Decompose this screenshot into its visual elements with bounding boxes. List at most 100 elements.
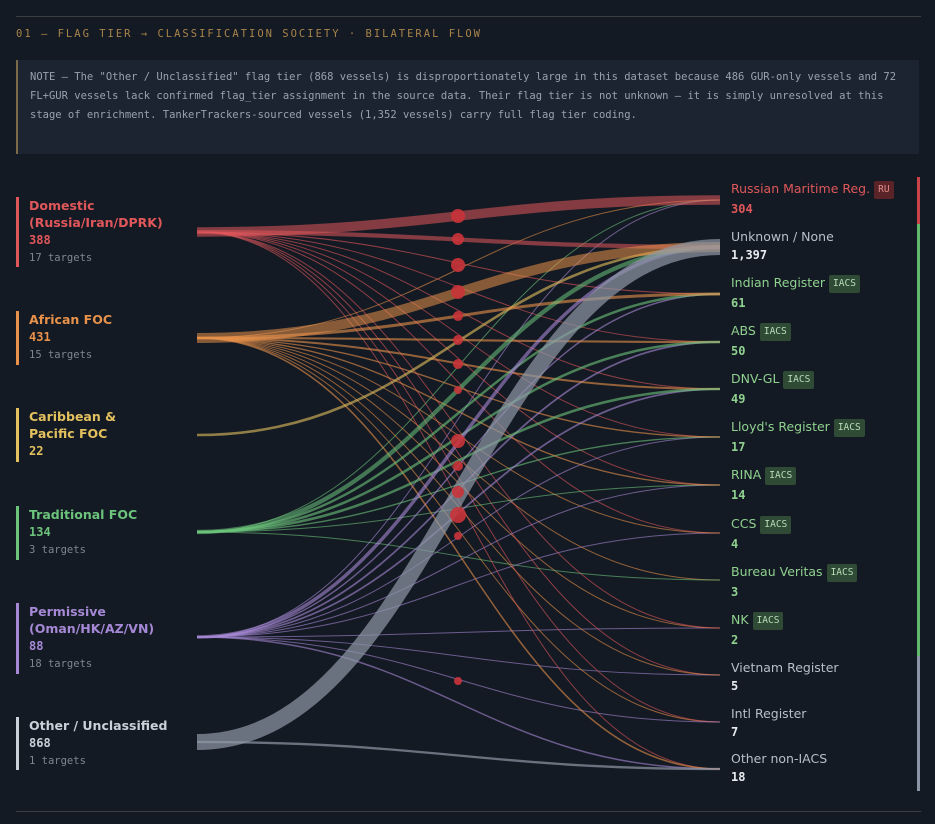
flow-link[interactable] [196,231,721,723]
target-node[interactable]: Vietnam Register 5 [731,660,839,694]
target-name: Vietnam Register [731,660,839,675]
target-name: Russian Maritime Reg. RU [731,181,894,199]
target-node[interactable]: ABS IACS 50 [731,323,791,359]
flow-link[interactable] [196,740,721,771]
ru-badge: RU [874,181,894,199]
flow-link[interactable] [196,636,721,676]
target-value: 2 [731,633,739,647]
source-value: 868 [29,736,51,750]
target-node[interactable]: Indian Register IACS 61 [731,275,860,311]
target-name: Indian Register IACS [731,275,860,293]
flow-link[interactable] [196,231,721,486]
iacs-badge: IACS [760,516,792,534]
flow-link[interactable] [196,231,721,390]
flow-link[interactable] [196,627,721,638]
target-value: 3 [731,585,739,599]
target-node[interactable]: DNV-GL IACS 49 [731,371,815,407]
flow-link[interactable] [196,337,721,581]
iacs-badge: IACS [833,419,865,437]
bilateral-marker [450,507,466,523]
flow-link[interactable] [196,337,721,723]
source-node[interactable]: Caribbean & Pacific FOC 22 [16,408,159,462]
target-node[interactable]: Bureau Veritas IACS 3 [731,564,858,600]
bilateral-marker [453,461,463,471]
source-name: Permissive (Oman/HK/AZ/VN) [29,604,155,636]
flow-link[interactable] [196,292,721,534]
target-node[interactable]: Russian Maritime Reg. RU 304 [731,181,894,217]
note-box: NOTE — The "Other / Unclassified" flag t… [16,60,919,154]
source-targets-count: 17 targets [29,252,93,264]
target-name: Bureau Veritas IACS [731,564,858,582]
target-node[interactable]: Intl Register 7 [731,706,806,740]
target-name: Unknown / None [731,229,834,244]
target-value: 304 [731,202,753,216]
flow-link[interactable] [196,231,721,438]
bilateral-marker [453,311,463,321]
source-node[interactable]: Domestic (Russia/Iran/DPRK) 388 17 targets [16,197,163,267]
source-name: Caribbean & Pacific FOC [29,409,117,441]
target-node[interactable]: CCS IACS 4 [731,516,792,552]
iacs-badge: IACS [759,323,791,341]
bilateral-marker [454,677,462,685]
bilateral-marker [451,434,465,448]
source-node[interactable]: African FOC 431 15 targets [16,311,112,365]
source-value: 134 [29,525,51,539]
source-targets-count: 1 targets [29,755,86,767]
sidebar-ru-segment [917,177,920,224]
target-name: Intl Register [731,706,807,721]
iacs-badge: IACS [829,275,860,293]
flow-link[interactable] [196,199,721,638]
target-value: 5 [731,679,739,693]
top-rule [16,16,921,17]
flow-link[interactable] [196,387,721,534]
target-name: Lloyd's Register IACS [731,419,865,437]
target-name: RINA IACS [731,467,797,485]
flow-link[interactable] [196,532,721,638]
target-name: Other non-IACS [731,751,828,766]
target-value: 18 [731,770,746,784]
source-node[interactable]: Permissive (Oman/HK/AZ/VN) 88 18 targets [16,603,159,674]
bilateral-marker [454,532,462,540]
target-value: 50 [731,344,746,358]
target-node[interactable]: RINA IACS 14 [731,467,797,503]
target-value: 14 [731,488,746,502]
target-value: 7 [731,725,739,739]
bilateral-marker [451,209,465,223]
source-node[interactable]: Other / Unclassified 868 1 targets [16,717,167,770]
iacs-badge: IACS [826,564,858,582]
target-value: 49 [731,392,746,406]
flow-link[interactable] [196,484,721,638]
source-node[interactable]: Traditional FOC 134 3 targets [16,506,137,560]
source-value: 88 [29,639,44,653]
target-name: DNV-GL IACS [731,371,815,389]
source-name: African FOC [29,312,112,327]
iacs-badge: IACS [783,371,815,389]
target-node[interactable]: NK IACS 2 [731,612,784,648]
target-node[interactable]: Other non-IACS 18 [731,751,827,785]
bilateral-marker [453,335,463,345]
section-title: 01 — FLAG TIER → CLASSIFICATION SOCIETY … [16,28,483,40]
source-name: Traditional FOC [29,507,138,522]
bilateral-marker [454,386,462,394]
flow-link[interactable] [196,636,721,770]
target-node[interactable]: Unknown / None 1,397 [731,229,834,263]
target-name: NK IACS [731,612,784,630]
flow-link[interactable] [196,531,721,581]
sidebar-other-segment [917,656,920,791]
target-value: 17 [731,440,746,454]
bilateral-marker [452,233,464,245]
target-node[interactable]: Lloyd's Register IACS 17 [731,419,865,455]
bilateral-marker [453,359,463,369]
source-name: Other / Unclassified [29,718,168,733]
iacs-badge: IACS [752,612,784,630]
source-targets-count: 15 targets [29,349,93,361]
flow-link[interactable] [196,231,721,676]
flow-link[interactable] [196,231,721,629]
bottom-rule [16,811,921,812]
flow-link[interactable] [196,231,721,534]
source-targets-count: 18 targets [29,658,93,670]
iacs-badge: IACS [765,467,797,485]
target-name: CCS IACS [731,516,792,534]
flow-link[interactable] [196,337,721,770]
